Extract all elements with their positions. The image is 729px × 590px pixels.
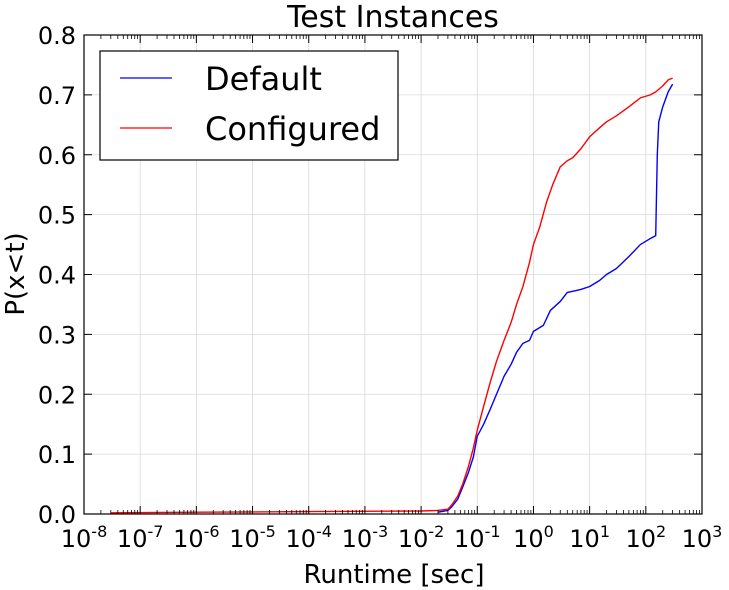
y-tick-labels: 0.0 0.1 0.2 0.3 0.4 0.5 0.6 0.7 0.8 <box>38 22 76 529</box>
legend-box <box>99 50 399 161</box>
x-tick-label: 10-8 <box>61 522 108 553</box>
x-tick-label: 10-2 <box>398 522 445 553</box>
legend-label-default: Default <box>205 60 322 98</box>
series-line-configured <box>110 77 673 514</box>
x-tick-label: 10-1 <box>454 522 501 553</box>
x-tick-label: 10-4 <box>285 522 332 553</box>
x-tick-label: 102 <box>625 522 666 553</box>
y-tick-label: 0.4 <box>38 262 76 290</box>
legend: Default Configured <box>99 50 399 161</box>
y-tick-label: 0.1 <box>38 441 76 469</box>
y-tick-label: 0.2 <box>38 381 76 409</box>
x-axis-title: Runtime [sec] <box>304 560 485 590</box>
y-tick-label: 0.5 <box>38 202 76 230</box>
x-tick-label: 10-3 <box>342 522 389 553</box>
axis-ticks <box>83 34 703 515</box>
legend-label-configured: Configured <box>205 110 380 148</box>
y-tick-label: 0.8 <box>38 22 76 50</box>
y-tick-label: 0.3 <box>38 321 76 349</box>
y-tick-label: 0.0 <box>38 501 76 529</box>
y-axis-title: P(x<t) <box>1 232 31 315</box>
x-tick-label: 101 <box>569 522 610 553</box>
x-tick-label: 100 <box>513 522 554 553</box>
x-tick-label: 10-6 <box>173 522 220 553</box>
series-line-default <box>437 83 674 513</box>
x-tick-label: 103 <box>682 522 723 553</box>
y-tick-label: 0.6 <box>38 142 76 170</box>
plot-lines <box>110 77 674 514</box>
x-tick-label: 10-7 <box>117 522 164 553</box>
x-tick-labels: 10-8 10-7 10-6 10-5 10-4 10-3 10-2 10-1 100 101 10… <box>61 522 723 553</box>
x-tick-label: 10-5 <box>229 522 276 553</box>
y-tick-label: 0.7 <box>38 82 76 110</box>
chart-title: Test Instances <box>286 0 499 35</box>
